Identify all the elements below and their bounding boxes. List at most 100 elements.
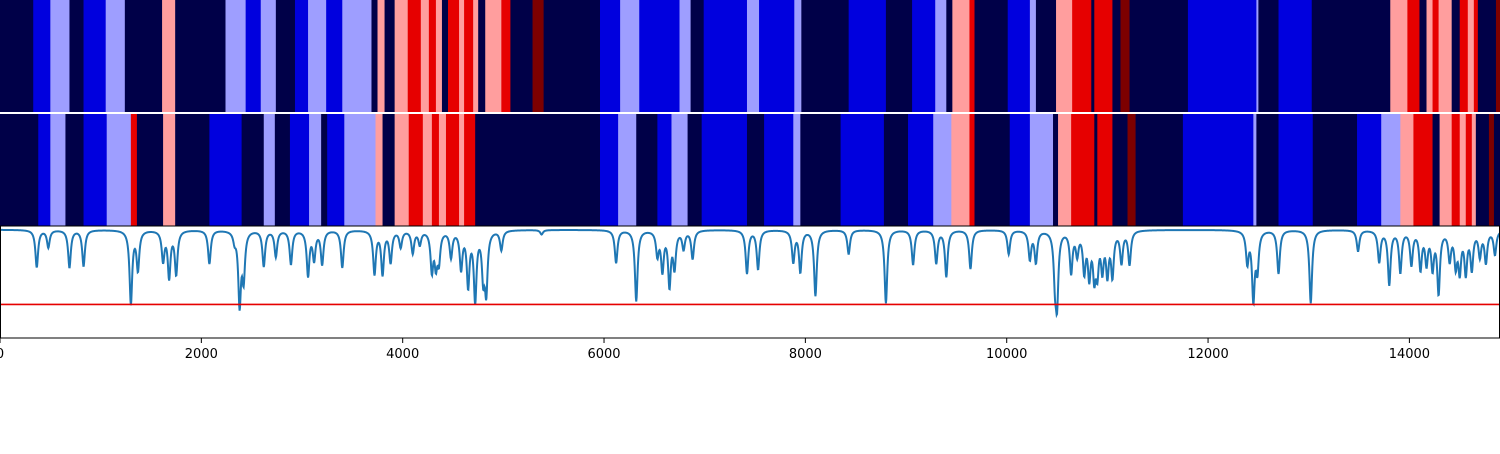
- state-segment: [657, 114, 672, 226]
- state-segment: [1094, 114, 1098, 226]
- state-segment: [162, 0, 176, 112]
- state-segment: [1071, 114, 1095, 226]
- state-segment: [1253, 114, 1257, 226]
- state-segment: [951, 114, 970, 226]
- state-segment: [1357, 114, 1382, 226]
- state-segment: [326, 0, 343, 112]
- state-segment: [478, 0, 486, 112]
- state-segment: [639, 0, 680, 112]
- state-segment: [1311, 0, 1391, 112]
- state-segment: [946, 0, 953, 112]
- x-tick-label: 12000: [1187, 347, 1228, 362]
- x-tick-label: 4000: [386, 347, 419, 362]
- state-segment: [0, 0, 34, 112]
- state-segment: [438, 114, 447, 226]
- state-segment: [464, 114, 476, 226]
- state-segment: [83, 0, 107, 112]
- state-segment: [0, 114, 39, 226]
- state-segment: [382, 114, 396, 226]
- state-segment: [1407, 0, 1420, 112]
- state-segment: [501, 0, 511, 112]
- state-segment: [1426, 0, 1433, 112]
- state-segment: [209, 114, 243, 226]
- x-axis: 0 2000 4000 6000 8000 10000 12000 14000: [0, 338, 1430, 362]
- state-segment: [447, 0, 460, 112]
- state-segment: [848, 0, 887, 112]
- state-segment: [1459, 0, 1469, 112]
- state-segment: [794, 0, 802, 112]
- state-segment: [703, 0, 748, 112]
- state-segment: [435, 0, 443, 112]
- state-segment: [1097, 114, 1113, 226]
- state-segment: [445, 114, 460, 226]
- state-segment: [671, 114, 688, 226]
- state-segment: [473, 0, 479, 112]
- state-segment: [163, 114, 176, 226]
- state-segment: [106, 114, 132, 226]
- state-segment: [1432, 0, 1439, 112]
- state-segment: [431, 114, 440, 226]
- state-segment: [275, 0, 296, 112]
- state-segment: [1432, 114, 1440, 226]
- state-segment: [344, 114, 376, 226]
- state-segment: [974, 0, 1009, 112]
- state-segment: [1072, 0, 1092, 112]
- state-segment: [1009, 114, 1031, 226]
- state-track-top: [0, 0, 1500, 112]
- state-segment: [908, 114, 934, 226]
- state-segment: [459, 114, 465, 226]
- signal-line-series: [0, 228, 1500, 319]
- state-segment: [800, 114, 842, 226]
- state-segment: [746, 0, 760, 112]
- state-segment: [1187, 0, 1257, 112]
- state-segment: [510, 0, 533, 112]
- state-segment: [974, 114, 1011, 226]
- state-segment: [422, 114, 433, 226]
- state-segment: [1129, 0, 1189, 112]
- state-segment: [1256, 0, 1259, 112]
- state-segment: [1471, 114, 1477, 226]
- x-tick-label: 8000: [789, 347, 822, 362]
- state-segment: [1400, 114, 1414, 226]
- state-segment: [50, 0, 70, 112]
- state-segment: [408, 114, 424, 226]
- state-segment: [289, 114, 310, 226]
- state-segment: [1390, 0, 1408, 112]
- state-segment: [912, 0, 936, 112]
- state-segment: [124, 0, 163, 112]
- state-segment: [485, 0, 502, 112]
- state-segment: [1451, 114, 1461, 226]
- state-segment: [83, 114, 108, 226]
- state-segment: [394, 0, 409, 112]
- state-segment: [175, 114, 210, 226]
- state-segment: [260, 0, 277, 112]
- state-segment: [600, 114, 619, 226]
- state-segment: [274, 114, 291, 226]
- state-segment: [1475, 114, 1490, 226]
- state-segment: [1459, 114, 1467, 226]
- state-segment: [793, 114, 801, 226]
- state-segment: [105, 0, 126, 112]
- state-segment: [459, 0, 465, 112]
- state-segment: [1056, 0, 1073, 112]
- state-segment: [1467, 0, 1475, 112]
- state-segment: [245, 0, 262, 112]
- state-segment: [475, 114, 601, 226]
- state-segment: [759, 0, 795, 112]
- state-segment: [1493, 114, 1500, 226]
- x-tick-label: 10000: [986, 347, 1027, 362]
- state-segment: [1029, 0, 1037, 112]
- state-segment: [690, 0, 705, 112]
- state-segment: [225, 0, 247, 112]
- state-segment: [618, 114, 637, 226]
- state-segment: [309, 114, 322, 226]
- state-segment: [1419, 0, 1427, 112]
- state-segment: [1029, 114, 1054, 226]
- state-segment: [969, 114, 975, 226]
- state-segment: [327, 114, 345, 226]
- state-segment: [679, 0, 691, 112]
- state-segment: [241, 114, 265, 226]
- state-segment: [175, 0, 226, 112]
- state-segment: [1439, 114, 1453, 226]
